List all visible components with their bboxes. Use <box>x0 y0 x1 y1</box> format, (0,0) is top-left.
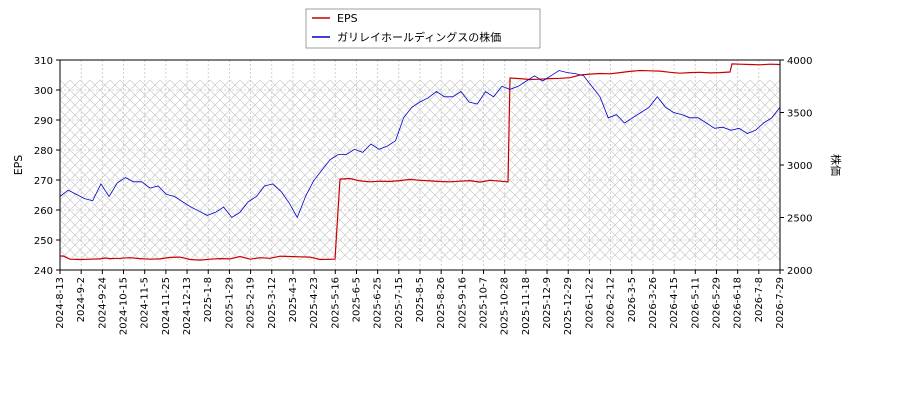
x-tick-label: 2025-2-19 <box>246 277 257 329</box>
x-tick-label: 2026-3-26 <box>648 277 659 329</box>
x-tick-label: 2025-5-16 <box>330 277 341 329</box>
legend-label-price: ガリレイホールディングスの株価 <box>337 30 501 44</box>
x-tick-label: 2025-9-16 <box>457 277 468 329</box>
eps-series-line <box>59 63 781 261</box>
x-tick-label: 2026-5-11 <box>690 277 701 329</box>
right-tick-label: 4000 <box>787 56 812 67</box>
x-tick-label: 2025-3-12 <box>267 277 278 329</box>
x-tick-label: 2025-12-29 <box>563 277 574 335</box>
x-tick-label: 2025-6-5 <box>351 277 362 322</box>
x-tick-label: 2025-10-28 <box>500 277 511 335</box>
left-tick-label: 300 <box>34 86 53 97</box>
axes: 240 250 260 270 280 290 300 310 2000 2500 3000 3500… <box>12 56 843 335</box>
x-tick-label: 2024-9-24 <box>97 277 108 329</box>
legend: EPS ガリレイホールディングスの株価 <box>305 8 541 49</box>
series-layer <box>59 63 781 261</box>
x-tick-label: 2024-12-13 <box>182 277 193 335</box>
right-tick-label: 2500 <box>787 214 812 225</box>
x-tick-label: 2024-11-5 <box>140 277 151 329</box>
x-tick-label: 2024-8-13 <box>55 277 66 329</box>
x-tick-label: 2026-2-12 <box>606 277 617 329</box>
x-tick-label: 2025-4-3 <box>288 277 299 322</box>
left-axis-label: EPS <box>12 155 25 176</box>
x-tick-label: 2025-12-9 <box>542 277 553 329</box>
x-tick-label: 2024-9-2 <box>76 277 87 322</box>
x-tick-label: 2026-4-15 <box>669 277 680 329</box>
right-axis-label: 株価 <box>829 154 843 176</box>
x-tick-label: 2024-10-15 <box>119 277 130 335</box>
x-tick-label: 2026-3-5 <box>627 277 638 322</box>
x-tick-label: 2025-11-18 <box>521 277 532 335</box>
x-tick-label: 2025-1-8 <box>203 277 214 322</box>
x-tick-label: 2025-1-29 <box>224 277 235 329</box>
x-tick-label: 2024-11-25 <box>161 277 172 335</box>
x-tick-label: 2026-1-22 <box>584 277 595 329</box>
x-tick-label: 2025-8-26 <box>436 277 447 329</box>
x-tick-label: 2026-6-18 <box>733 277 744 329</box>
price-series-line <box>59 70 781 219</box>
right-tick-label: 2000 <box>787 266 812 277</box>
x-tick-label: 2026-7-8 <box>754 277 765 322</box>
x-tick-label: 2025-4-23 <box>309 277 320 329</box>
x-tick-label: 2025-6-25 <box>373 277 384 329</box>
left-tick-label: 290 <box>34 116 53 127</box>
x-tick-label: 2025-8-5 <box>415 277 426 322</box>
right-tick-label: 3000 <box>787 161 812 172</box>
legend-box <box>305 8 541 49</box>
right-tick-label: 3500 <box>787 109 812 120</box>
x-tick-label: 2026-7-29 <box>775 277 786 329</box>
left-tick-label: 270 <box>34 176 53 187</box>
left-tick-label: 240 <box>34 266 53 277</box>
x-tick-label: 2026-5-29 <box>711 277 722 329</box>
x-tick-label: 2025-7-15 <box>394 277 405 329</box>
legend-label-eps: EPS <box>337 12 358 25</box>
left-tick-label: 280 <box>34 146 53 157</box>
left-tick-label: 250 <box>34 236 53 247</box>
left-tick-label: 310 <box>34 56 53 67</box>
left-tick-label: 260 <box>34 206 53 217</box>
x-tick-label: 2025-10-7 <box>479 277 490 329</box>
